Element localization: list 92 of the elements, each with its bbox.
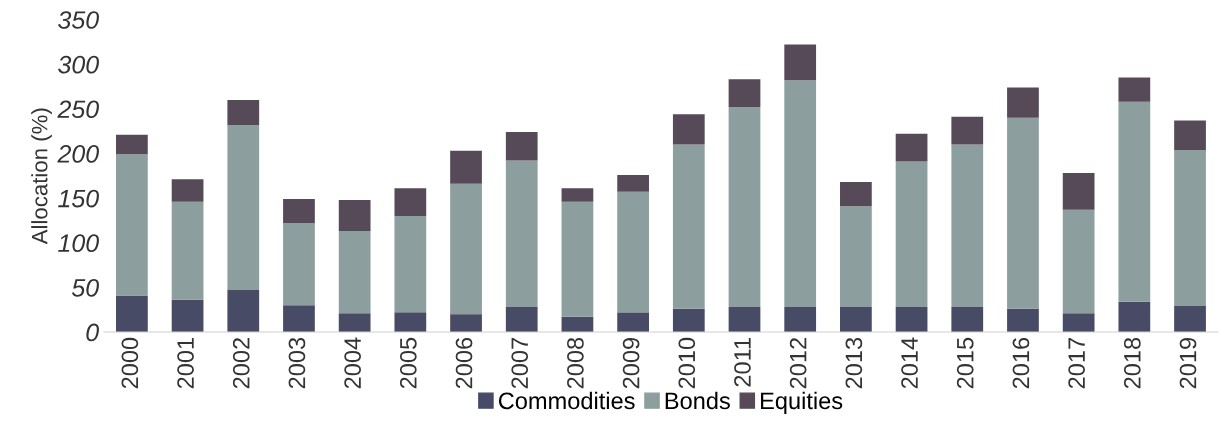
legend-label: Equities — [761, 391, 843, 414]
bar — [784, 307, 817, 333]
bar — [1118, 101, 1151, 302]
y-tick-label: 150 — [58, 189, 99, 208]
y-tick-label: 350 — [58, 11, 99, 29]
bar — [1007, 117, 1039, 309]
bar — [505, 132, 538, 161]
bar — [728, 79, 761, 108]
bar — [338, 231, 371, 314]
y-tick-label: 300 — [58, 55, 99, 74]
bar — [617, 312, 649, 333]
bar — [840, 206, 872, 308]
bar — [283, 223, 315, 306]
bar — [505, 160, 538, 308]
y-axis-title: Allocation (%) — [31, 108, 52, 245]
bar — [227, 99, 260, 125]
bar — [895, 307, 928, 333]
bar — [561, 201, 594, 317]
bar — [617, 174, 649, 192]
bar — [840, 182, 872, 207]
bar — [561, 316, 594, 333]
bar — [672, 144, 705, 309]
bar — [1062, 209, 1095, 314]
bar — [617, 191, 649, 313]
x-tick-label: 2012 — [789, 338, 807, 389]
bar — [1174, 120, 1206, 150]
legend-label: Commodities — [498, 391, 635, 410]
bar — [672, 308, 705, 333]
bar — [116, 134, 148, 155]
x-tick-label: 2015 — [956, 337, 974, 389]
x-tick-label: 2008 — [567, 337, 584, 389]
bar — [951, 144, 984, 308]
legend-label: Bonds — [665, 391, 730, 410]
y-tick-label: 0 — [86, 323, 99, 342]
x-tick-label: 2018 — [1123, 337, 1141, 389]
x-tick-label: 2005 — [399, 337, 417, 389]
bar — [728, 307, 761, 333]
bar — [1062, 173, 1095, 210]
bar — [338, 313, 371, 333]
bar — [895, 161, 928, 308]
bar — [394, 215, 427, 313]
bar — [338, 199, 371, 232]
bar — [1007, 308, 1039, 333]
bar — [450, 183, 482, 315]
x-tick-label: 2007 — [511, 338, 529, 389]
bar — [227, 290, 260, 333]
bar — [394, 188, 427, 216]
bar — [951, 307, 984, 333]
bar — [895, 133, 928, 162]
bar — [116, 295, 148, 333]
x-tick-label: 2014 — [901, 337, 918, 389]
bar — [784, 44, 817, 81]
bar — [283, 305, 315, 333]
bar — [171, 201, 204, 300]
x-tick-label: 2013 — [845, 337, 863, 389]
x-tick-label: 2000 — [121, 337, 139, 389]
bar — [1118, 301, 1151, 333]
bar — [1118, 77, 1151, 102]
x-tick-label: 2009 — [622, 337, 640, 389]
bar — [1062, 313, 1095, 333]
bar — [1174, 306, 1206, 333]
bar — [171, 179, 204, 202]
y-tick-label: 50 — [71, 278, 99, 297]
x-tick-label: 2003 — [288, 337, 306, 389]
y-tick-label: 250 — [57, 100, 99, 119]
bar — [1174, 149, 1206, 307]
bar — [227, 124, 260, 291]
bar — [1007, 87, 1039, 118]
x-tick-label: 2004 — [344, 337, 361, 389]
bar — [784, 80, 817, 308]
y-tick-label: 100 — [58, 234, 99, 253]
bar — [561, 188, 594, 202]
x-tick-label: 2006 — [455, 337, 473, 389]
x-tick-label: 2010 — [678, 337, 696, 389]
x-tick-label: 2019 — [1179, 337, 1197, 389]
bar — [450, 314, 482, 333]
bar — [450, 150, 482, 184]
bar — [728, 107, 761, 308]
x-tick-label: 2002 — [232, 338, 250, 389]
bar — [672, 114, 705, 145]
bar — [840, 307, 872, 333]
bar — [116, 154, 148, 296]
x-tick-label: 2001 — [177, 338, 194, 389]
bar — [505, 307, 538, 333]
bar — [951, 116, 984, 145]
bar — [394, 312, 427, 333]
x-tick-label: 2017 — [1068, 338, 1085, 389]
x-tick-label: 2016 — [1012, 337, 1030, 389]
bar — [171, 299, 204, 333]
x-tick-label: 2011 — [734, 338, 751, 387]
bar — [283, 198, 315, 224]
y-tick-label: 200 — [57, 145, 99, 163]
